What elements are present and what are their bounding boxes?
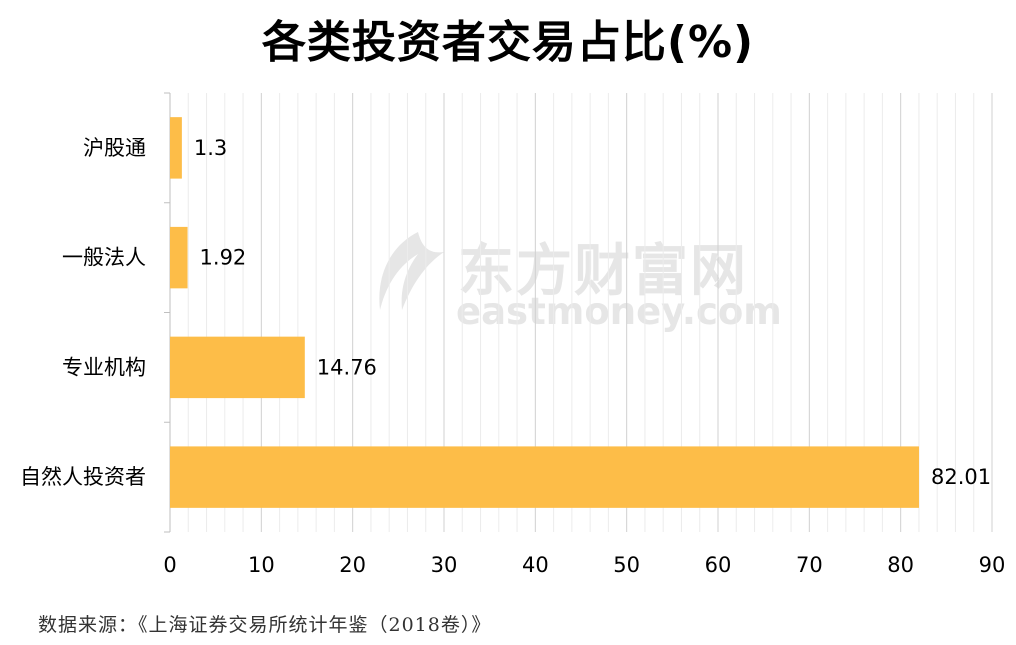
x-tick-label: 40 [522, 553, 549, 577]
category-label: 沪股通 [83, 136, 146, 160]
eastmoney-logo-icon [379, 232, 444, 310]
category-label: 自然人投资者 [20, 465, 146, 489]
x-tick-label: 80 [887, 553, 914, 577]
category-label: 一般法人 [62, 246, 146, 270]
x-tick-label: 90 [979, 553, 1006, 577]
x-tick-label: 30 [431, 553, 458, 577]
x-tick-label: 60 [705, 553, 732, 577]
x-tick-label: 10 [248, 553, 275, 577]
x-tick-label: 50 [613, 553, 640, 577]
data-labels: 1.3 1.92 14.76 82.01 [194, 136, 991, 489]
data-label: 14.76 [317, 355, 377, 379]
bar [170, 446, 920, 508]
chart-title: 各类投资者交易占比(%) [261, 17, 755, 68]
bar [170, 336, 305, 399]
x-tick-label: 70 [796, 553, 823, 577]
category-label: 专业机构 [62, 355, 146, 379]
bars [170, 117, 920, 508]
watermark-domain: eastmoney.com [456, 290, 782, 333]
bar [170, 117, 182, 179]
data-source: 数据来源：《上海证券交易所统计年鉴（2018卷）》 [38, 614, 492, 636]
data-label: 82.01 [931, 465, 991, 489]
data-label: 1.3 [194, 136, 227, 160]
bar [170, 226, 188, 289]
x-axis-ticks: 0 10 20 30 40 50 60 70 80 90 [163, 553, 1005, 577]
watermark-brand: 东方财富网 [458, 239, 748, 304]
x-tick-label: 20 [339, 553, 366, 577]
x-tick-label: 0 [163, 553, 176, 577]
data-label: 1.92 [200, 246, 247, 270]
